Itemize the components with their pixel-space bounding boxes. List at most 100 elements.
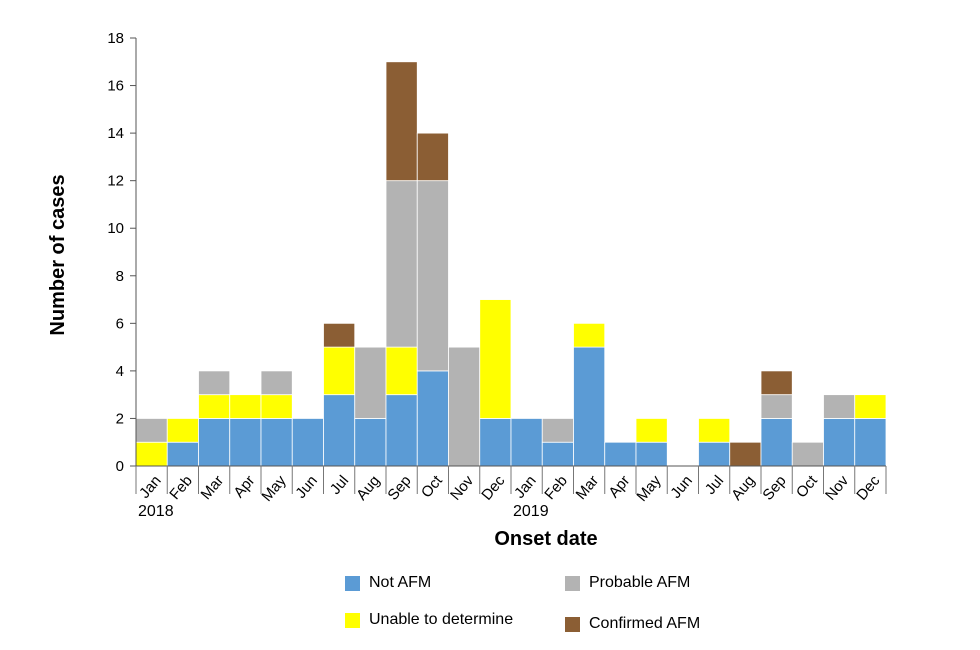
bar-probable-afm-21 <box>791 441 824 467</box>
legend-item-probable-afm: Probable AFM <box>565 574 690 592</box>
x-tick-label: Aug <box>728 472 758 503</box>
bar-not-afm-4 <box>260 418 293 467</box>
y-axis-ticks: 0 2 4 6 8 10 12 14 16 18 <box>107 30 136 475</box>
bar-not-afm-11 <box>479 418 512 467</box>
legend-item-confirmed-afm: Confirmed AFM <box>565 615 700 633</box>
bar-not-afm-20 <box>760 418 793 467</box>
legend-swatch-not-afm <box>345 575 360 591</box>
y-tick-label: 0 <box>116 458 124 475</box>
bar-not-afm-16 <box>635 441 668 467</box>
bar-unable-to-determine-8 <box>385 346 418 396</box>
bar-confirmed-afm-8 <box>385 61 418 182</box>
year-label-2018: 2018 <box>138 503 174 520</box>
bar-not-afm-3 <box>229 418 262 467</box>
x-tick-label: Oct <box>418 472 447 501</box>
bar-not-afm-5 <box>291 418 324 467</box>
bar-unable-to-determine-6 <box>323 346 356 396</box>
bar-unable-to-determine-18 <box>698 418 731 443</box>
legend-swatch-unable-to-determine <box>345 612 360 628</box>
bars <box>135 61 887 467</box>
bar-not-afm-22 <box>823 418 856 467</box>
bar-probable-afm-9 <box>416 180 449 372</box>
x-tick-label: Nov <box>822 472 852 504</box>
x-tick-label: Mar <box>573 472 603 503</box>
bar-not-afm-9 <box>416 370 449 467</box>
bar-not-afm-13 <box>541 441 574 467</box>
bar-not-afm-6 <box>323 394 356 467</box>
y-tick-label: 4 <box>116 363 124 380</box>
x-tick-label: May <box>633 472 665 505</box>
x-tick-label: Dec <box>853 472 883 504</box>
legend-label-probable-afm: Probable AFM <box>589 574 691 591</box>
y-tick-label: 6 <box>116 315 124 332</box>
bar-not-afm-18 <box>698 441 731 467</box>
x-tick-label: Mar <box>198 472 228 503</box>
x-axis-labels: Jan Feb Mar Apr May Jun Jul Aug Sep Oct Nov Dec Jan F… <box>135 466 887 520</box>
bar-not-afm-12 <box>510 418 543 467</box>
bar-probable-afm-10 <box>448 346 481 467</box>
x-tick-label: Nov <box>447 472 477 504</box>
bar-probable-afm-20 <box>760 394 793 419</box>
bar-not-afm-2 <box>198 418 231 467</box>
bar-unable-to-determine-14 <box>573 322 606 348</box>
x-tick-label: Jan <box>136 472 165 501</box>
x-tick-label: Dec <box>478 472 508 504</box>
bar-unable-to-determine-23 <box>854 394 887 419</box>
bar-probable-afm-22 <box>823 394 856 419</box>
y-tick-label: 18 <box>107 30 124 47</box>
bar-confirmed-afm-9 <box>416 132 449 182</box>
x-tick-label: Feb <box>166 472 196 503</box>
bar-probable-afm-8 <box>385 180 418 348</box>
y-tick-label: 2 <box>116 410 124 427</box>
bar-unable-to-determine-0 <box>135 441 168 467</box>
x-tick-label: Apr <box>230 472 258 501</box>
bar-unable-to-determine-2 <box>198 394 231 419</box>
x-axis-title: Onset date <box>494 528 597 550</box>
bar-not-afm-1 <box>166 441 199 467</box>
x-tick-label: Feb <box>541 472 571 503</box>
bar-probable-afm-2 <box>198 370 231 396</box>
bar-unable-to-determine-3 <box>229 394 262 419</box>
x-tick-label: Apr <box>605 472 633 501</box>
legend-swatch-confirmed-afm <box>565 616 580 632</box>
x-tick-label: Sep <box>759 472 789 503</box>
legend-item-not-afm: Not AFM <box>345 574 431 592</box>
y-tick-label: 14 <box>107 125 124 142</box>
x-tick-label: May <box>258 472 290 505</box>
x-tick-label: Jan <box>511 472 540 501</box>
legend-swatch-probable-afm <box>565 575 580 591</box>
x-tick-label: Sep <box>384 472 414 503</box>
bar-unable-to-determine-11 <box>479 299 512 419</box>
bar-unable-to-determine-4 <box>260 394 293 419</box>
x-tick-label: Jun <box>292 472 321 501</box>
bar-unable-to-determine-16 <box>635 418 668 443</box>
y-tick-label: 8 <box>116 268 124 285</box>
year-label-2019: 2019 <box>513 503 549 520</box>
bar-not-afm-23 <box>854 418 887 467</box>
bar-confirmed-afm-6 <box>323 322 356 348</box>
bar-confirmed-afm-19 <box>729 441 762 467</box>
bar-not-afm-8 <box>385 394 418 467</box>
bar-probable-afm-4 <box>260 370 293 396</box>
legend-label-unable-to-determine: Unable to determine <box>369 611 514 628</box>
legend-label-not-afm: Not AFM <box>369 574 432 591</box>
bar-not-afm-14 <box>573 346 606 467</box>
bar-probable-afm-7 <box>354 346 387 419</box>
x-tick-label: Oct <box>793 472 822 501</box>
y-tick-label: 12 <box>107 173 124 190</box>
x-tick-label: Aug <box>353 472 383 503</box>
legend-item-unable-to-determine: Unable to determine <box>345 611 513 629</box>
x-tick-label: Jun <box>667 472 696 501</box>
legend: Not AFM Probable AFM Unable to determine… <box>330 568 750 638</box>
x-tick-label: Jul <box>702 472 727 498</box>
legend-label-confirmed-afm: Confirmed AFM <box>589 615 701 632</box>
x-tick-label: Jul <box>327 472 352 498</box>
bar-not-afm-15 <box>604 441 637 467</box>
bar-confirmed-afm-20 <box>760 370 793 396</box>
bar-unable-to-determine-1 <box>166 418 199 443</box>
y-tick-label: 16 <box>107 78 124 95</box>
bar-probable-afm-0 <box>135 418 168 443</box>
y-axis-title: Number of cases <box>47 174 69 335</box>
bar-not-afm-7 <box>354 418 387 467</box>
